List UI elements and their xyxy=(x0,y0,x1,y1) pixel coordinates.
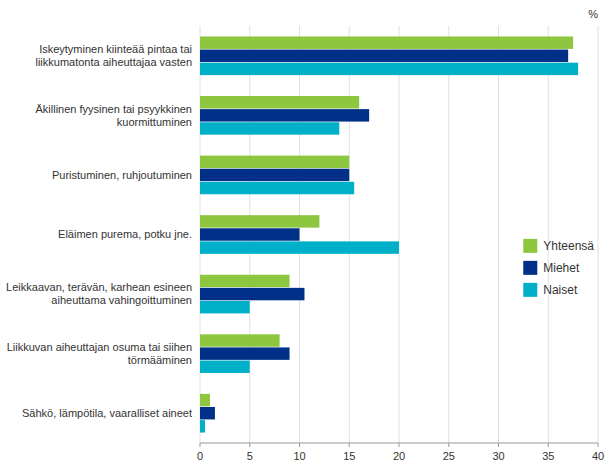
category-label: Sähkö, lämpötila, vaaralliset aineet xyxy=(22,407,192,419)
bar xyxy=(200,109,369,121)
bar xyxy=(200,122,339,134)
x-tick xyxy=(349,443,350,447)
grid-line xyxy=(399,26,400,443)
category-label: Leikkaavan, terävän, karhean esineenaihe… xyxy=(6,281,192,306)
category-label-line: liikkumatonta aiheuttajaa vasten xyxy=(35,56,192,68)
bars xyxy=(200,36,578,432)
bar xyxy=(200,169,349,181)
x-tick xyxy=(249,443,250,447)
bar xyxy=(200,420,205,432)
x-tick-label: 5 xyxy=(247,450,253,462)
bar xyxy=(200,361,250,373)
bar xyxy=(200,334,280,346)
legend: Yhteensä Miehet Naiset xyxy=(523,239,594,297)
x-tick-label: 25 xyxy=(443,450,455,462)
category-label-line: Iskeytyminen kiinteää pintaa tai xyxy=(39,43,192,55)
x-tick-label: 35 xyxy=(542,450,554,462)
x-axis-label: % xyxy=(588,8,598,20)
legend-label: Yhteensä xyxy=(543,239,594,253)
bar xyxy=(200,394,210,406)
category-label-line: aiheuttama vahingoittuminen xyxy=(51,294,192,306)
x-tick xyxy=(498,443,499,447)
grid-line xyxy=(448,26,449,443)
bar xyxy=(200,36,573,48)
legend-swatch xyxy=(523,261,537,275)
category-label-line: Äkillinen fyysinen tai psyykkinen xyxy=(35,103,192,115)
x-tick xyxy=(448,443,449,447)
x-tick-label: 40 xyxy=(592,450,604,462)
x-tick xyxy=(200,443,201,447)
x-tick xyxy=(299,443,300,447)
x-ticks: 0 5 10 15 20 25 30 35 40 xyxy=(197,443,604,462)
category-label-line: Eläimen purema, potku jne. xyxy=(58,228,192,240)
category-label-line: Sähkö, lämpötila, vaaralliset aineet xyxy=(22,407,192,419)
grid-line xyxy=(598,26,599,443)
bar xyxy=(200,215,319,227)
category-label: Iskeytyminen kiinteää pintaa tailiikkuma… xyxy=(35,43,192,68)
category-label-line: kuormittuminen xyxy=(117,116,192,128)
category-label-line: törmääminen xyxy=(128,354,192,366)
x-axis-line xyxy=(200,443,598,444)
bar xyxy=(200,275,290,287)
chart: Iskeytyminen kiinteää pintaa tailiikkuma… xyxy=(0,0,612,473)
bar xyxy=(200,96,359,108)
legend-label: Miehet xyxy=(543,261,580,275)
category-label: Äkillinen fyysinen tai psyykkinenkuormit… xyxy=(35,103,192,128)
bar xyxy=(200,241,399,253)
category-label: Eläimen purema, potku jne. xyxy=(58,228,192,240)
category-label-line: Liikkuvan aiheuttajan osuma tai siihen xyxy=(7,341,192,353)
grid-line xyxy=(548,26,549,443)
x-tick-label: 0 xyxy=(197,450,203,462)
grid-line xyxy=(349,26,350,443)
category-label: Puristuminen, ruhjoutuminen xyxy=(52,169,192,181)
grid-line xyxy=(498,26,499,443)
bar xyxy=(200,50,568,62)
x-tick xyxy=(598,443,599,447)
category-label: Liikkuvan aiheuttajan osuma tai siihentö… xyxy=(7,341,192,366)
x-tick-label: 20 xyxy=(393,450,405,462)
x-tick-label: 15 xyxy=(343,450,355,462)
x-tick-label: 30 xyxy=(492,450,504,462)
bar xyxy=(200,288,304,300)
bar xyxy=(200,301,250,313)
bar xyxy=(200,156,349,168)
bar xyxy=(200,228,300,240)
bar xyxy=(200,182,354,194)
y-tick-labels: Iskeytyminen kiinteää pintaa tailiikkuma… xyxy=(6,43,192,419)
legend-swatch xyxy=(523,239,537,253)
legend-swatch xyxy=(523,283,537,297)
bar xyxy=(200,407,215,419)
x-tick xyxy=(399,443,400,447)
x-tick xyxy=(548,443,549,447)
category-label-line: Leikkaavan, terävän, karhean esineen xyxy=(6,281,192,293)
category-label-line: Puristuminen, ruhjoutuminen xyxy=(52,169,192,181)
x-tick-label: 10 xyxy=(293,450,305,462)
bar xyxy=(200,63,578,75)
legend-label: Naiset xyxy=(543,283,578,297)
bar xyxy=(200,347,290,359)
grid xyxy=(200,26,598,443)
